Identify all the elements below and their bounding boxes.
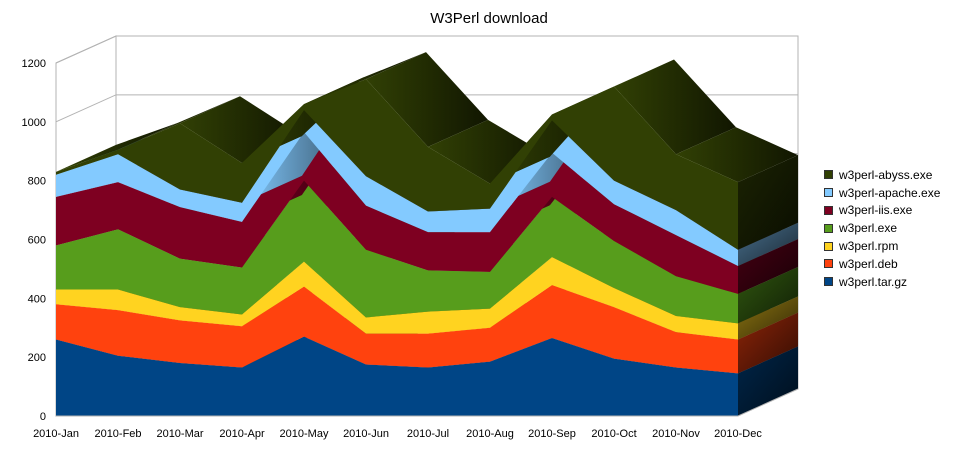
x-axis: 2010-Jan 2010-Feb 2010-Mar 2010-Apr 2010-May… — [33, 428, 762, 440]
chart-title: W3Perl download — [430, 10, 548, 27]
legend-item: w3perl-iis.exe — [824, 202, 940, 220]
legend-label: w3perl-iis.exe — [839, 203, 913, 218]
area-side-face — [738, 346, 798, 416]
area-top-surface — [676, 127, 798, 183]
area-series-w3perl-apache.exe — [56, 110, 738, 266]
x-tick-label: 2010-May — [280, 428, 329, 440]
x-tick-label: 2010-Dec — [714, 428, 762, 440]
legend-swatch — [824, 223, 833, 233]
x-tick-label: 2010-Nov — [652, 428, 700, 440]
legend-item: w3perl.deb — [824, 255, 940, 273]
legend-label: w3perl-apache.exe — [839, 185, 941, 200]
legend-label: w3perl.exe — [839, 221, 898, 236]
area-side-face — [738, 155, 798, 250]
area-side-face — [738, 222, 798, 266]
y-tick-label: 600 — [28, 235, 46, 247]
x-tick-label: 2010-Feb — [94, 428, 141, 440]
y-tick-label: 0 — [40, 411, 46, 423]
area-top-surface — [614, 59, 736, 155]
chart-areas — [56, 52, 799, 417]
x-tick-label: 2010-Apr — [219, 428, 265, 440]
x-tick-label: 2010-Mar — [156, 428, 203, 440]
legend-label: w3perl-abyss.exe — [839, 167, 933, 182]
legend-swatch — [824, 277, 833, 287]
area-top-surface — [366, 52, 488, 147]
y-tick-label: 1000 — [22, 117, 46, 129]
legend-label: w3perl.deb — [839, 256, 898, 271]
area-series-w3perl-iis.exe — [56, 132, 738, 294]
y-tick-label: 400 — [28, 293, 46, 305]
legend-label: w3perl.tar.gz — [839, 274, 908, 289]
legend-swatch — [824, 188, 833, 198]
x-tick-label: 2010-Jan — [33, 428, 79, 440]
area-top-surface — [304, 52, 426, 105]
legend-swatch — [824, 205, 833, 215]
area-side-face — [738, 312, 798, 374]
legend-item: w3perl-abyss.exe — [824, 166, 940, 184]
legend-item: w3perl.tar.gz — [824, 273, 940, 291]
y-axis: 0 200 400 600 800 1000 1200 — [22, 58, 46, 423]
area-side-face — [738, 266, 798, 324]
area-top-surface — [118, 96, 240, 150]
x-tick-label: 2010-Sep — [528, 428, 576, 440]
y-tick-label: 200 — [28, 352, 46, 364]
area-series-w3perl.rpm — [56, 257, 738, 340]
legend-swatch — [824, 241, 833, 251]
area-top-surface — [56, 122, 178, 172]
legend-item: w3perl.exe — [824, 219, 940, 237]
x-tick-label: 2010-Aug — [466, 428, 514, 440]
area-series-w3perl.exe — [56, 180, 738, 324]
area-side-face — [738, 296, 798, 340]
y-tick-label: 800 — [28, 176, 46, 188]
legend-item: w3perl.rpm — [824, 237, 940, 255]
x-tick-label: 2010-Oct — [591, 428, 636, 440]
legend: w3perl-abyss.exe w3perl-apache.exe w3perl-… — [824, 166, 940, 291]
x-tick-label: 2010-Jun — [343, 428, 389, 440]
legend-label: w3perl.rpm — [839, 239, 899, 254]
legend-swatch — [824, 170, 833, 180]
area-series-w3perl.tar.gz — [56, 336, 738, 416]
y-tick-label: 1200 — [22, 58, 46, 70]
area-series-w3perl.deb — [56, 285, 738, 374]
legend-swatch — [824, 259, 833, 269]
legend-item: w3perl-apache.exe — [824, 184, 940, 202]
x-tick-label: 2010-Jul — [407, 428, 449, 440]
area-series-w3perl-abyss.exe — [56, 79, 738, 250]
area-side-face — [738, 238, 798, 294]
